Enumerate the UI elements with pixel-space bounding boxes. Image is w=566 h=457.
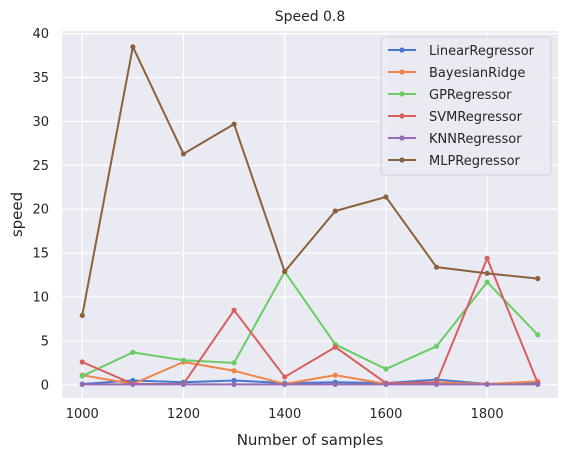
x-tick-label: 1200 xyxy=(167,407,200,422)
data-point xyxy=(332,344,338,350)
series-line xyxy=(82,361,538,385)
data-point xyxy=(332,381,338,387)
data-point xyxy=(79,359,85,365)
data-point xyxy=(180,381,187,387)
data-point xyxy=(231,360,237,366)
series-mlpregressor xyxy=(79,44,541,319)
tick-labels: 1000 1200 1400 1600 1800 0 5 10 15 20 25 30 35 40 xyxy=(32,27,503,422)
x-tick-label: 1000 xyxy=(66,407,99,422)
y-tick-label: 5 xyxy=(41,334,49,349)
data-point xyxy=(332,208,338,214)
data-point xyxy=(231,307,237,313)
data-point xyxy=(282,268,288,275)
data-point xyxy=(433,343,440,349)
data-point xyxy=(79,312,85,319)
series-line xyxy=(82,378,538,385)
legend-label: LinearRegressor xyxy=(429,44,535,59)
legend-item: SVMRegressor xyxy=(388,110,523,125)
data-point xyxy=(231,381,237,387)
legend-marker xyxy=(399,113,405,119)
y-axis-label: speed xyxy=(8,192,26,237)
legend-item: GPRegressor xyxy=(388,88,512,103)
series-line xyxy=(81,270,539,377)
data-point xyxy=(282,374,288,380)
data-point xyxy=(282,381,288,387)
series-line xyxy=(81,45,538,316)
data-point xyxy=(433,381,440,387)
legend-item: BayesianRidge xyxy=(388,66,525,81)
y-tick-label: 15 xyxy=(32,247,49,262)
data-point xyxy=(383,194,389,200)
data-point xyxy=(130,349,136,355)
legend-item: MLPRegressor xyxy=(388,154,521,169)
chart-title: Speed 0.8 xyxy=(275,9,346,25)
data-point xyxy=(79,373,85,379)
x-tick-label: 1400 xyxy=(268,407,301,422)
data-point xyxy=(383,381,389,387)
data-point xyxy=(383,366,389,372)
y-tick-label: 30 xyxy=(32,115,49,130)
legend-label: KNNRegressor xyxy=(429,132,522,147)
data-point xyxy=(535,381,541,387)
legend-label: BayesianRidge xyxy=(429,66,525,81)
legend-label: SVMRegressor xyxy=(429,110,523,125)
y-tick-label: 0 xyxy=(41,378,49,393)
data-point xyxy=(79,381,85,387)
legend: LinearRegressor BayesianRidge GPRegressor S… xyxy=(380,36,552,176)
data-point xyxy=(130,44,136,50)
legend-label: GPRegressor xyxy=(429,88,512,103)
data-point xyxy=(484,270,490,276)
data-point xyxy=(484,279,490,285)
legend-box xyxy=(380,36,552,176)
y-tick-label: 35 xyxy=(32,71,49,86)
data-point xyxy=(130,381,136,387)
y-tick-label: 25 xyxy=(32,159,49,174)
legend-marker xyxy=(399,135,405,141)
series-layer xyxy=(79,44,541,387)
series-knnregressor xyxy=(79,381,541,387)
data-point xyxy=(332,372,338,378)
data-point xyxy=(535,275,541,282)
legend-item: KNNRegressor xyxy=(388,132,522,147)
data-point xyxy=(231,377,237,384)
x-axis-label: Number of samples xyxy=(237,431,384,449)
legend-marker xyxy=(399,69,405,75)
data-point xyxy=(231,121,237,127)
data-point xyxy=(180,357,187,363)
legend-item: LinearRegressor xyxy=(388,44,535,59)
legend-marker xyxy=(399,47,405,53)
data-point xyxy=(180,151,187,157)
y-tick-label: 10 xyxy=(32,291,49,306)
data-point xyxy=(484,255,490,261)
y-tick-label: 20 xyxy=(32,203,49,218)
legend-marker xyxy=(399,157,405,163)
data-point xyxy=(231,368,237,374)
legend-marker xyxy=(399,91,405,97)
data-point xyxy=(535,332,541,338)
data-point xyxy=(433,264,440,270)
y-tick-label: 40 xyxy=(32,27,49,42)
x-tick-label: 1600 xyxy=(369,407,402,422)
legend-label: MLPRegressor xyxy=(429,154,521,169)
x-tick-label: 1800 xyxy=(471,407,504,422)
data-point xyxy=(484,381,490,387)
